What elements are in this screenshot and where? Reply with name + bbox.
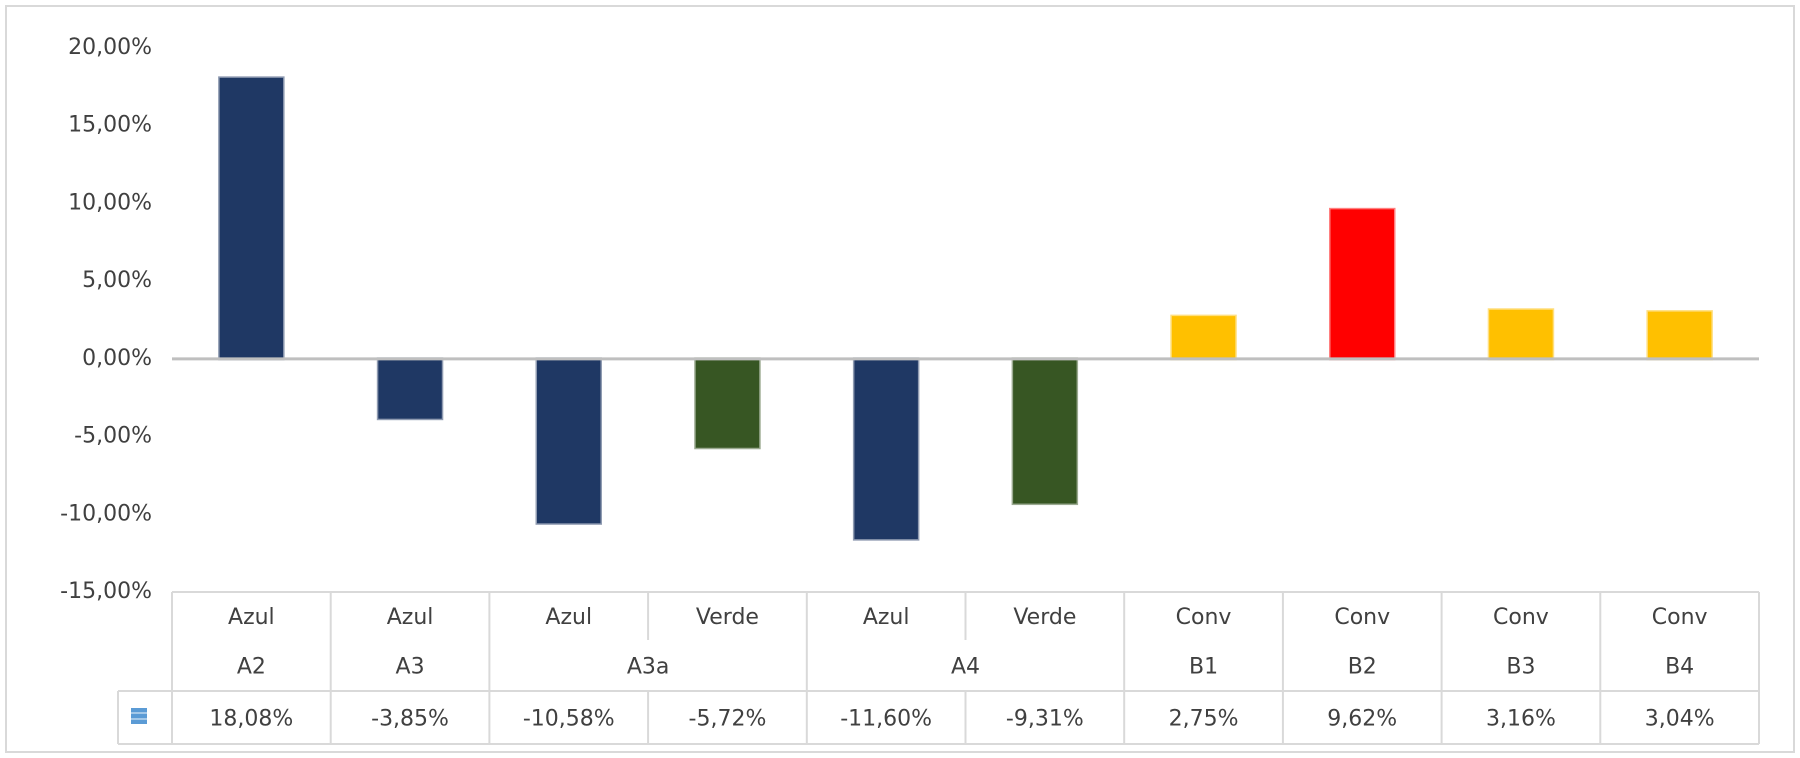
bar <box>1487 308 1555 361</box>
y-tick-label: 0,00% <box>82 346 152 371</box>
group-label: B2 <box>1348 655 1377 680</box>
y-tick-label: -5,00% <box>74 424 152 449</box>
group-label: B3 <box>1506 655 1535 680</box>
y-tick-label: 20,00% <box>68 35 152 60</box>
bar <box>376 357 444 421</box>
group-label: B1 <box>1189 655 1218 680</box>
bar <box>1170 314 1237 361</box>
value-label: 3,16% <box>1486 707 1556 732</box>
x-tick-label: Azul <box>387 605 434 630</box>
y-tick-label: -10,00% <box>60 501 152 526</box>
x-tick-label: Conv <box>1493 605 1549 630</box>
bar <box>1646 310 1713 361</box>
bar <box>218 76 285 361</box>
y-tick-label: 10,00% <box>68 190 152 215</box>
bar <box>1011 357 1079 506</box>
bar <box>535 357 602 525</box>
x-tick-label: Conv <box>1176 605 1232 630</box>
group-label: A4 <box>951 655 980 680</box>
bar <box>694 357 761 450</box>
x-tick-label: Conv <box>1334 605 1390 630</box>
value-label: 3,04% <box>1645 707 1715 732</box>
value-label: -9,31% <box>1006 707 1084 732</box>
x-tick-label: Verde <box>1013 605 1076 630</box>
value-label: -3,85% <box>371 707 449 732</box>
value-label: 9,62% <box>1327 707 1397 732</box>
y-tick-label: 15,00% <box>68 113 152 138</box>
legend-key <box>131 708 147 724</box>
value-label: 18,08% <box>209 707 293 732</box>
y-tick-label: -15,00% <box>60 579 152 604</box>
value-label: -5,72% <box>689 707 767 732</box>
y-tick-label: 5,00% <box>82 268 152 293</box>
value-label: 2,75% <box>1169 707 1239 732</box>
x-tick-label: Verde <box>696 605 759 630</box>
x-tick-label: Azul <box>863 605 910 630</box>
group-label: A3a <box>627 655 670 680</box>
value-label: -11,60% <box>840 707 932 732</box>
x-tick-label: Azul <box>228 605 275 630</box>
bar <box>852 357 920 541</box>
group-label: A2 <box>237 655 266 680</box>
x-tick-label: Conv <box>1652 605 1708 630</box>
bar <box>1329 207 1396 361</box>
value-label: -10,58% <box>523 707 615 732</box>
x-tick-label: Azul <box>545 605 592 630</box>
group-label: B4 <box>1665 655 1694 680</box>
group-label: A3 <box>396 655 425 680</box>
